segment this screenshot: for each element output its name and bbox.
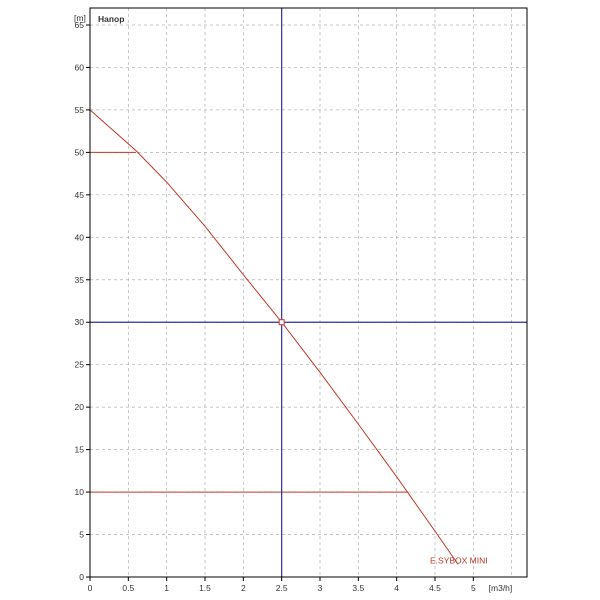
y-tick-label: 50 [75, 147, 85, 157]
y-tick-label: 0 [79, 572, 84, 582]
y-tick-label: 30 [75, 317, 85, 327]
plot-frame [89, 7, 528, 578]
marker-layer [90, 151, 409, 493]
y-tick-label: 10 [75, 487, 85, 497]
x-tick-label: 2 [241, 583, 246, 593]
y-tick-label: 60 [75, 62, 85, 72]
x-tick-label: 1.5 [199, 583, 211, 593]
tick-layer: 0 0.5 1 1.5 2 2.5 3 3.5 4 4.5 50510152025303540455… [75, 20, 476, 593]
y-tick-label: 15 [75, 445, 85, 455]
y-tick-label: 20 [75, 402, 85, 412]
operating-point [278, 319, 285, 326]
series-line [89, 109, 459, 565]
x-tick-label: 4.5 [429, 583, 441, 593]
y-tick-label: 45 [75, 190, 85, 200]
x-tick-label: 5 [471, 583, 476, 593]
chart-title: Напор [98, 14, 124, 24]
x-tick-label: 3 [318, 583, 323, 593]
y-tick-label: 55 [75, 105, 85, 115]
crosshair-layer [90, 8, 527, 577]
x-tick-label: 0 [88, 583, 93, 593]
y-axis-label: [m] [74, 13, 86, 23]
y-tick-label: 5 [79, 530, 84, 540]
x-tick-label: 2.5 [276, 583, 288, 593]
x-tick-label: 0.5 [122, 583, 134, 593]
series-layer [89, 109, 459, 565]
y-tick-label: 65 [75, 20, 85, 30]
x-tick-label: 4 [394, 583, 399, 593]
x-tick-label: 3.5 [352, 583, 364, 593]
series-label: E.SYBOX MINI [430, 555, 488, 565]
x-tick-label: 1 [164, 583, 169, 593]
x-axis-label: [m3/h] [489, 583, 513, 593]
y-tick-label: 40 [75, 232, 85, 242]
y-tick-label: 35 [75, 275, 85, 285]
y-tick-label: 25 [75, 360, 85, 370]
